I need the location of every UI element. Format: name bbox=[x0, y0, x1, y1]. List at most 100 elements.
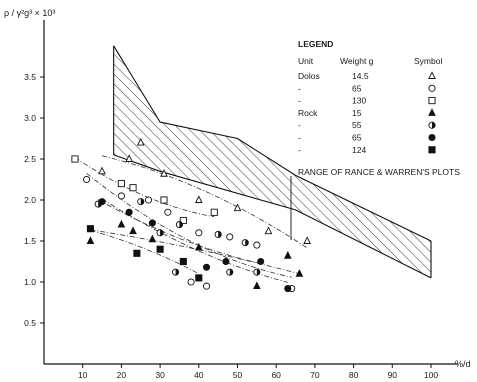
data-point-half-circle bbox=[137, 198, 145, 206]
range-band-lower-edge bbox=[113, 154, 432, 279]
half-circle-fill bbox=[229, 269, 233, 276]
legend-title: LEGEND bbox=[298, 39, 333, 49]
legend-symbol-filled-triangle bbox=[428, 108, 436, 116]
x-tick-label: 100 bbox=[424, 370, 438, 380]
x-tick-label: 40 bbox=[194, 370, 204, 380]
x-tick-label: 30 bbox=[155, 370, 165, 380]
x-tick-label: 90 bbox=[388, 370, 398, 380]
y-tick-label: 1.5 bbox=[24, 236, 36, 246]
half-circle-fill bbox=[175, 269, 179, 276]
data-point-filled-circle bbox=[202, 263, 211, 271]
data-point-open-circle bbox=[226, 233, 234, 241]
legend-header-weight: Weight g bbox=[340, 56, 374, 66]
data-point-open-circle bbox=[164, 208, 172, 216]
data-point-filled-square bbox=[156, 245, 164, 253]
data-point-filled-circle bbox=[98, 198, 106, 206]
legend-symbol-filled-circle bbox=[428, 133, 436, 142]
legend-unit: - bbox=[298, 133, 301, 143]
x-tick-label: 10 bbox=[78, 370, 88, 380]
data-point-open-triangle bbox=[136, 137, 145, 146]
legend-weight: 124 bbox=[352, 145, 366, 155]
data-point-filled-triangle bbox=[194, 242, 203, 251]
data-point-open-circle bbox=[83, 175, 91, 184]
legend-weight: 55 bbox=[352, 120, 362, 130]
y-tick-label: 3.5 bbox=[24, 72, 36, 82]
legend-weight: 14.5 bbox=[352, 71, 369, 81]
data-point-open-triangle bbox=[194, 195, 203, 203]
legend-weight: 130 bbox=[352, 96, 366, 106]
half-circle-fill bbox=[160, 229, 164, 236]
half-circle-fill bbox=[432, 122, 436, 129]
fit-curve bbox=[74, 157, 215, 218]
legend-unit: - bbox=[298, 96, 301, 106]
half-circle-fill bbox=[245, 239, 249, 246]
fit-curve bbox=[90, 230, 199, 275]
data-point-filled-triangle bbox=[253, 281, 261, 290]
data-point-open-triangle bbox=[233, 203, 242, 212]
y-tick-label: 1.0 bbox=[24, 277, 36, 287]
legend-symbol-half-circle bbox=[428, 121, 436, 129]
data-point-half-circle bbox=[253, 268, 261, 276]
legend-unit: Dolos bbox=[298, 71, 320, 81]
range-annotation: RANGE OF RANCE & WARREN'S PLOTS bbox=[298, 167, 460, 177]
legend-rows: Dolos 14.5 - 65 - 130 Rock 15 - 55 - 65 - 124 bbox=[298, 71, 436, 155]
data-point-filled-triangle bbox=[295, 269, 304, 277]
y-tick-label: 0.5 bbox=[24, 318, 36, 328]
data-point-open-circle bbox=[195, 229, 203, 237]
legend-weight: 65 bbox=[352, 83, 362, 93]
x-tick-label: 80 bbox=[349, 370, 359, 380]
data-point-filled-circle bbox=[257, 257, 265, 266]
data-point-filled-square bbox=[195, 274, 203, 282]
range-band bbox=[113, 45, 432, 279]
y-tick-label: 2.5 bbox=[24, 154, 36, 164]
data-point-filled-square bbox=[179, 257, 187, 266]
y-tick-label: 3.0 bbox=[24, 113, 36, 123]
data-point-filled-triangle bbox=[283, 251, 292, 259]
x-tick-label: 20 bbox=[117, 370, 127, 380]
data-point-open-square bbox=[210, 208, 218, 216]
data-point-half-circle bbox=[156, 229, 164, 237]
data-point-open-circle bbox=[144, 196, 153, 204]
half-circle-fill bbox=[140, 198, 144, 205]
half-circle-fill bbox=[256, 269, 260, 276]
data-point-filled-circle bbox=[284, 285, 292, 293]
data-point-filled-circle bbox=[148, 219, 156, 227]
legend-header-unit: Unit bbox=[298, 56, 314, 66]
data-point-open-circle bbox=[117, 192, 125, 200]
data-point-filled-triangle bbox=[86, 236, 95, 244]
x-tick-label: 50 bbox=[233, 370, 243, 380]
legend-unit: - bbox=[298, 120, 301, 130]
data-point-open-triangle bbox=[264, 226, 273, 235]
data-point-open-square bbox=[129, 184, 137, 192]
data-point-half-circle bbox=[226, 268, 234, 276]
data-point-filled-circle bbox=[125, 208, 133, 216]
x-axis-label: %/d bbox=[455, 359, 471, 369]
half-circle-fill bbox=[179, 221, 183, 228]
data-point-open-triangle bbox=[160, 169, 168, 177]
range-band-upper-edge bbox=[113, 45, 432, 242]
data-point-open-square bbox=[117, 180, 125, 188]
data-point-open-circle bbox=[253, 241, 261, 249]
data-point-half-circle bbox=[172, 268, 180, 276]
data-point-filled-circle bbox=[222, 257, 230, 266]
x-tick-label: 60 bbox=[271, 370, 281, 380]
data-point-open-triangle bbox=[98, 166, 106, 175]
data-point-open-circle bbox=[202, 282, 211, 290]
legend: LEGEND Unit Weight g Symbol Dolos 14.5 - 65… bbox=[298, 39, 442, 155]
range-band-hatch bbox=[113, 45, 431, 278]
data-point-filled-triangle bbox=[129, 226, 137, 235]
data-point-open-square bbox=[71, 155, 79, 163]
legend-unit: - bbox=[298, 83, 301, 93]
ticks: 10 20 30 40 50 60 70 80 90 100 0.5 1.0 1.5 2.0 2.5 3.0 3… bbox=[24, 72, 438, 380]
data-point-filled-triangle bbox=[148, 234, 157, 243]
x-tick-label: 70 bbox=[310, 370, 320, 380]
legend-symbol-filled-square bbox=[428, 146, 436, 154]
half-circle-fill bbox=[218, 231, 222, 238]
fit-curve bbox=[98, 199, 257, 263]
legend-symbol-open-triangle bbox=[428, 71, 436, 79]
legend-symbol-open-square bbox=[428, 97, 436, 105]
data-point-open-triangle bbox=[303, 236, 311, 244]
legend-unit: Rock bbox=[298, 108, 318, 118]
data-point-filled-triangle bbox=[117, 219, 126, 228]
